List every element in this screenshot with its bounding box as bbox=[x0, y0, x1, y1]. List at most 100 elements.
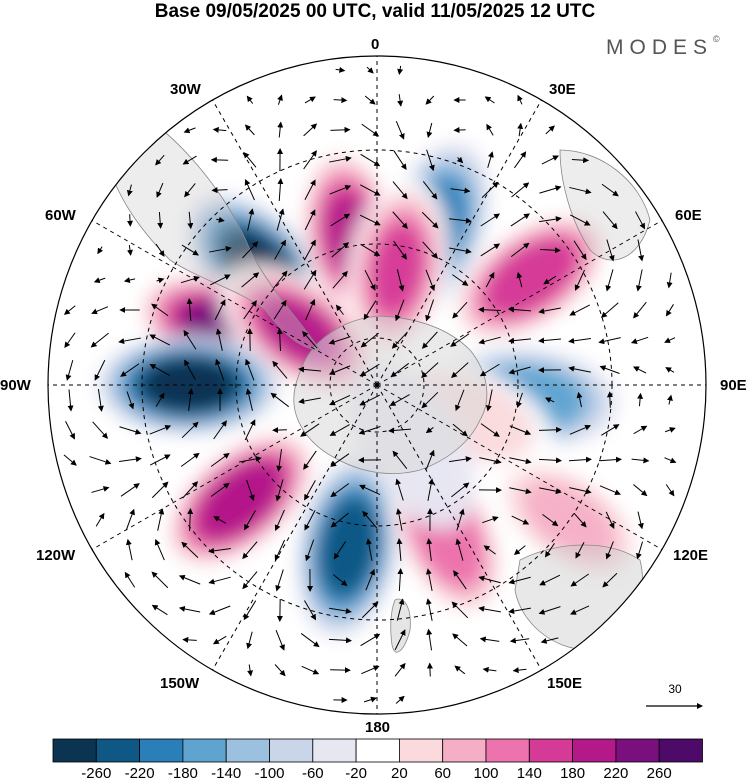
wind-arrow bbox=[244, 179, 255, 201]
wind-arrow bbox=[393, 240, 407, 260]
wind-arrow bbox=[482, 666, 497, 673]
wind-arrow bbox=[67, 389, 74, 412]
wind-arrow bbox=[543, 275, 557, 285]
wind-arrow bbox=[425, 299, 435, 322]
wind-arrow bbox=[186, 298, 193, 322]
wind-arrow bbox=[456, 508, 465, 531]
modes-logo: MODES© bbox=[606, 34, 720, 60]
wind-arrow bbox=[664, 457, 677, 464]
wind-arrow bbox=[215, 328, 223, 351]
wind-arrow bbox=[335, 304, 344, 315]
wind-arrow bbox=[184, 359, 196, 380]
wind-arrow bbox=[329, 155, 352, 163]
landmasses bbox=[109, 119, 651, 653]
wind-arrow bbox=[213, 516, 227, 524]
wind-arrow bbox=[568, 365, 591, 373]
wind-arrow bbox=[452, 423, 468, 437]
wind-arrow bbox=[274, 239, 286, 260]
wind-arrow bbox=[391, 331, 408, 349]
wind-arrow bbox=[359, 484, 381, 496]
wind-arrow bbox=[300, 423, 320, 437]
lon-label-30e: 30E bbox=[549, 81, 576, 98]
wind-vectors bbox=[63, 65, 677, 704]
wind-arrow bbox=[425, 269, 435, 292]
latitude-circle bbox=[235, 243, 519, 527]
wind-arrow bbox=[360, 332, 379, 348]
wind-arrow bbox=[246, 479, 255, 501]
wind-arrow bbox=[360, 633, 381, 647]
wind-arrow bbox=[335, 66, 346, 73]
wind-arrow bbox=[517, 94, 523, 105]
wind-arrow bbox=[97, 389, 104, 412]
wind-arrow bbox=[478, 336, 501, 345]
wind-arrow bbox=[212, 635, 227, 645]
wind-arrow bbox=[181, 541, 199, 558]
wind-arrow bbox=[571, 157, 590, 164]
wind-arrow bbox=[328, 365, 351, 376]
wind-arrow bbox=[538, 606, 561, 615]
wind-arrow bbox=[509, 637, 530, 644]
wind-arrow bbox=[421, 331, 438, 349]
wind-arrow bbox=[454, 665, 466, 675]
wind-arrow bbox=[480, 423, 500, 437]
wind-arrow bbox=[151, 481, 169, 499]
wind-arrow bbox=[425, 449, 435, 470]
colorbar-tick-label: -60 bbox=[301, 765, 324, 782]
wind-arrow bbox=[330, 126, 351, 133]
wind-arrow bbox=[541, 155, 559, 165]
wind-arrow bbox=[365, 568, 376, 591]
wind-arrow bbox=[421, 391, 439, 409]
wind-arrow bbox=[276, 208, 285, 231]
wind-arrow bbox=[425, 95, 435, 105]
wind-arrow bbox=[330, 483, 350, 498]
wind-arrow bbox=[605, 269, 614, 292]
wind-arrow bbox=[127, 244, 133, 256]
wind-arrow bbox=[182, 636, 197, 643]
wind-arrow bbox=[606, 239, 615, 262]
wind-arrow bbox=[427, 478, 435, 501]
colorbar-tick-label: 180 bbox=[560, 765, 586, 782]
wind-arrow bbox=[509, 457, 532, 465]
wind-arrow bbox=[182, 155, 197, 165]
colorbar-swatch bbox=[95, 738, 141, 763]
wind-arrow bbox=[483, 545, 496, 555]
wind-arrow bbox=[570, 214, 591, 226]
wind-arrow bbox=[574, 269, 585, 291]
wind-arrow bbox=[395, 299, 405, 322]
wind-arrow bbox=[275, 569, 284, 592]
wind-arrow bbox=[664, 427, 676, 433]
colorbar-tick-label: -20 bbox=[345, 765, 367, 782]
graticule bbox=[48, 56, 706, 714]
colorbar-swatch bbox=[139, 738, 184, 763]
wind-arrow bbox=[539, 185, 562, 194]
wind-arrow bbox=[450, 333, 470, 347]
wind-arrow bbox=[329, 607, 352, 614]
wind-arrow bbox=[362, 510, 378, 529]
wind-arrow bbox=[245, 358, 255, 381]
wind-arrow bbox=[364, 95, 376, 105]
wind-arrow bbox=[359, 363, 380, 377]
anomaly-blob bbox=[370, 224, 425, 315]
wind-arrow bbox=[333, 574, 348, 586]
antarctica-landmass bbox=[293, 315, 488, 474]
wind-arrow bbox=[305, 299, 316, 321]
south-america-landmass bbox=[109, 119, 321, 351]
wind-arrow bbox=[485, 272, 495, 288]
wind-arrow bbox=[395, 695, 405, 704]
wind-arrow bbox=[637, 511, 644, 530]
wind-arrow bbox=[395, 121, 405, 140]
lon-label-60e: 60E bbox=[675, 207, 702, 224]
wind-arrow bbox=[154, 538, 165, 561]
wind-arrow bbox=[637, 239, 645, 262]
wind-arrow bbox=[149, 454, 171, 466]
reference-vector: 30 bbox=[640, 682, 710, 712]
wind-arrow bbox=[126, 184, 133, 197]
wind-arrow bbox=[455, 389, 465, 412]
colorbar-tick-label: 100 bbox=[473, 765, 499, 782]
wind-arrow bbox=[120, 363, 140, 377]
wind-arrow bbox=[509, 487, 532, 495]
wind-arrow bbox=[539, 487, 562, 495]
wind-arrow bbox=[666, 394, 673, 405]
wind-arrow bbox=[569, 424, 592, 435]
wind-arrow bbox=[599, 365, 620, 374]
